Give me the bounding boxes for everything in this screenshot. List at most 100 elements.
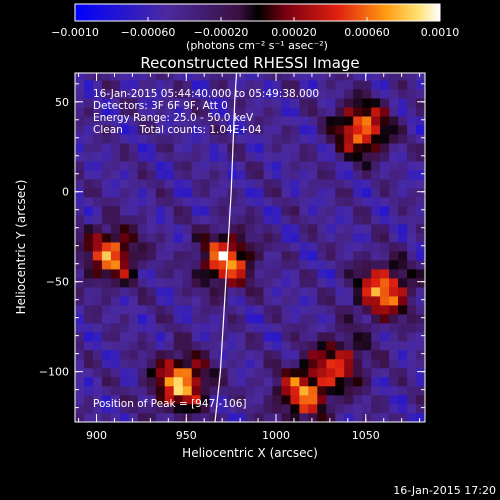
heatmap-cell [245, 206, 255, 216]
heatmap-cell [110, 296, 121, 306]
heatmap-cell [101, 107, 112, 117]
heatmap-cell [101, 170, 112, 180]
heatmap-cell [227, 296, 237, 306]
heatmap-cell [137, 188, 148, 198]
heatmap-cell [353, 125, 363, 135]
heatmap-cell [84, 260, 94, 270]
heatmap-cell [236, 107, 246, 117]
heatmap-cell [155, 287, 166, 297]
heatmap-cell [353, 314, 363, 324]
heatmap-cell [84, 80, 94, 90]
heatmap-cell [182, 80, 192, 90]
heatmap-cell [317, 73, 327, 81]
heatmap-cell [398, 89, 408, 99]
heatmap-cell [335, 73, 345, 81]
heatmap-cell [263, 314, 273, 324]
heatmap-cell [308, 287, 318, 297]
heatmap-cell [335, 233, 345, 243]
heatmap-cell [191, 134, 201, 144]
colorbar: −0.0010 −0.00060 −0.00020 0.00020 0.00060 0.0… [51, 3, 459, 52]
heatmap-cell [389, 296, 399, 306]
heatmap-cell [263, 260, 273, 270]
heatmap-cell [299, 350, 309, 360]
heatmap-cell [344, 143, 354, 153]
heatmap-cell [389, 188, 399, 198]
heatmap-cell [182, 116, 192, 126]
heatmap-cell [209, 215, 219, 225]
heatmap-cell [245, 116, 255, 126]
heatmap-cell [335, 215, 345, 225]
heatmap-cell [200, 287, 210, 297]
heatmap-cell [326, 152, 336, 162]
heatmap-cell [245, 197, 255, 207]
heatmap-cell [173, 386, 183, 396]
heatmap-cell [75, 395, 85, 405]
heatmap-cell [308, 233, 318, 243]
heatmap-cell [92, 314, 103, 324]
heatmap-cell [182, 143, 192, 153]
heatmap-cell [380, 368, 390, 378]
heatmap-cell [209, 197, 219, 207]
heatmap-cell [227, 251, 237, 261]
heatmap-cell [191, 278, 201, 288]
heatmap-cell [227, 260, 237, 270]
heatmap-cell [101, 80, 112, 90]
heatmap-cell [344, 116, 354, 126]
heatmap-cell [218, 98, 228, 108]
heatmap-cell [335, 269, 345, 279]
heatmap-cell [209, 233, 219, 243]
heatmap-cell [245, 377, 255, 387]
heatmap-cell [389, 206, 399, 216]
heatmap-cell [416, 98, 425, 108]
heatmap-cell [389, 116, 399, 126]
heatmap-cell [407, 170, 417, 180]
heatmap-cell [245, 287, 255, 297]
heatmap-cell [317, 107, 327, 117]
heatmap-cell [290, 170, 300, 180]
heatmap-cell [182, 224, 192, 234]
heatmap-cell [173, 350, 183, 360]
heatmap-cell [236, 73, 246, 81]
heatmap-cell [101, 404, 112, 414]
heatmap-cell [200, 377, 210, 387]
heatmap-cell [146, 260, 157, 270]
heatmap-cell [236, 368, 246, 378]
heatmap-cell [128, 404, 139, 414]
heatmap-cell [317, 395, 327, 405]
heatmap-cell [344, 341, 354, 351]
heatmap-cell [362, 314, 372, 324]
heatmap-cell [164, 404, 174, 414]
heatmap-cell [308, 341, 318, 351]
heatmap-cell [380, 179, 390, 189]
heatmap-cell [110, 125, 121, 135]
heatmap-cell [84, 341, 94, 351]
heatmap-cell [200, 197, 210, 207]
heatmap-cell [146, 188, 157, 198]
heatmap-cell [191, 359, 201, 369]
heatmap-cell [173, 161, 183, 171]
heatmap-cell [137, 377, 148, 387]
heatmap-cell [254, 233, 264, 243]
heatmap-cell [353, 98, 363, 108]
heatmap-cell [362, 395, 372, 405]
heatmap-cell [281, 296, 291, 306]
heatmap-cell [299, 404, 309, 414]
heatmap-cell [200, 170, 210, 180]
heatmap-cell [407, 73, 417, 81]
heatmap-cell [110, 73, 121, 81]
heatmap-cell [344, 296, 354, 306]
heatmap-cell [227, 188, 237, 198]
heatmap-cell [416, 413, 425, 422]
heatmap-cell [272, 296, 282, 306]
heatmap-cell [155, 134, 166, 144]
heatmap-cell [416, 134, 425, 144]
heatmap-cell [75, 269, 85, 279]
heatmap-cell [335, 206, 345, 216]
heatmap-cell [299, 305, 309, 315]
heatmap-cell [380, 395, 390, 405]
heatmap-cell [155, 80, 166, 90]
heatmap-cell [398, 251, 408, 261]
heatmap-cell [209, 98, 219, 108]
heatmap-cell [326, 224, 336, 234]
heatmap-cell [272, 350, 282, 360]
